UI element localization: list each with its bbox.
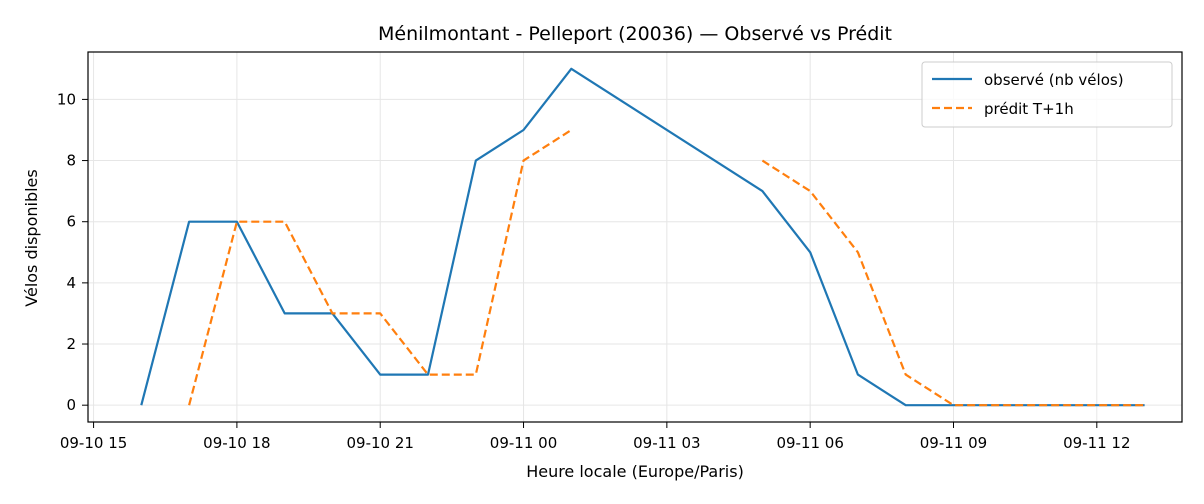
y-tick-label: 4 [66,274,76,292]
legend: observé (nb vélos) prédit T+1h [921,61,1173,128]
chart-title: Ménilmontant - Pelleport (20036) — Obser… [378,23,892,45]
series-line-predit [761,159,1145,407]
legend-label-predit: prédit T+1h [984,100,1074,118]
x-tick-label: 09-11 06 [776,434,843,452]
x-tick-label: 09-10 15 [60,434,127,452]
legend-label-observe: observé (nb vélos) [984,71,1124,89]
x-axis-ticks: 09-10 15 09-10 18 09-10 21 09-11 00 09-11 03… [60,422,1131,452]
y-tick-label: 6 [66,213,76,231]
legend-box [921,61,1173,128]
series-line-observe [140,67,1145,407]
y-axis-title: Vélos disponibles [22,169,41,306]
y-tick-label: 8 [66,152,76,170]
x-axis-title: Heure locale (Europe/Paris) [526,462,744,481]
y-tick-label: 0 [66,396,76,414]
x-tick-label: 09-11 12 [1063,434,1130,452]
y-tick-label: 2 [66,335,76,353]
x-tick-label: 09-10 18 [203,434,270,452]
x-tick-label: 09-11 00 [490,434,557,452]
series-lines [140,67,1145,407]
y-axis-ticks: 0 2 4 6 8 10 [57,90,88,414]
x-tick-label: 09-11 09 [920,434,987,452]
plot-area-frame [87,51,1183,423]
x-tick-label: 09-10 21 [346,434,413,452]
x-tick-label: 09-11 03 [633,434,700,452]
series-line-predit [188,129,572,406]
y-tick-label: 10 [57,90,76,108]
